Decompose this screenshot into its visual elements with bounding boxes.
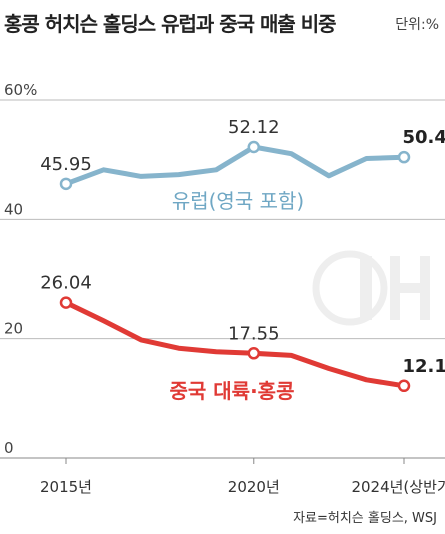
y-tick-label: 0 — [4, 439, 14, 457]
x-tick-label: 2020년 — [228, 478, 280, 496]
y-tick-label: 20 — [4, 320, 23, 338]
data-point-europe — [397, 150, 411, 164]
source-note: 자료=허치슨 홀딩스, WSJ — [293, 511, 437, 526]
data-label-china: 26.04 — [40, 273, 92, 294]
x-tick-label: 2024년(상반기) — [351, 478, 445, 496]
unit-label: 단위:% — [395, 17, 439, 33]
data-label-china: 17.55 — [228, 323, 280, 344]
data-label-europe: 52.12 — [228, 117, 280, 138]
data-label-europe: 45.95 — [40, 154, 92, 175]
data-label-europe: 50.42% — [403, 127, 445, 148]
data-point-china — [247, 347, 261, 360]
series-label-china: 중국 대륙·홍콩 — [170, 379, 295, 403]
series-line-europe — [63, 144, 407, 187]
y-tick-label: 60% — [4, 81, 37, 99]
data-point-china — [59, 296, 73, 309]
series-line-china — [63, 300, 407, 389]
data-point-europe — [247, 140, 261, 154]
watermark-logo — [312, 250, 430, 326]
x-tick-label: 2015년 — [40, 478, 92, 496]
data-label-china: 12.10% — [403, 356, 445, 377]
chart-title: 홍콩 허치슨 홀딩스 유럽과 중국 매출 비중 — [4, 12, 337, 36]
y-tick-label: 40 — [4, 200, 23, 218]
data-point-europe — [59, 177, 73, 191]
series-label-europe: 유럽(영국 포함) — [172, 189, 304, 213]
data-point-china — [397, 379, 411, 393]
